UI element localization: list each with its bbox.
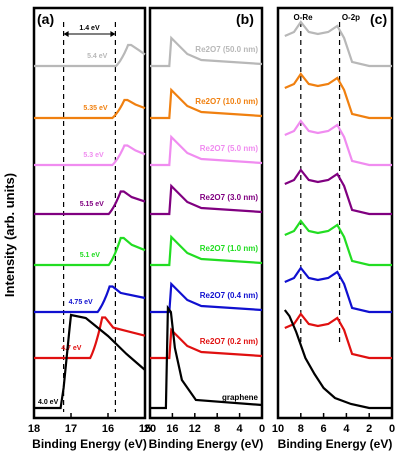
trace-label: graphene bbox=[222, 393, 259, 402]
y-axis-label: Intensity (arb. units) bbox=[2, 173, 17, 297]
spectrum-trace bbox=[150, 183, 263, 216]
trace-label: 5.35 eV bbox=[83, 105, 107, 112]
spectrum-trace bbox=[34, 190, 146, 216]
spectrum-trace bbox=[284, 119, 392, 167]
spectrum-trace bbox=[284, 20, 392, 68]
spectrum-trace bbox=[34, 144, 146, 167]
spectrum-trace bbox=[150, 87, 263, 120]
spectrum-trace bbox=[283, 309, 392, 410]
x-tick-label: 17 bbox=[65, 423, 77, 435]
x-tick-label: 0 bbox=[259, 423, 265, 435]
x-tick-label: 2 bbox=[366, 423, 372, 435]
trace-label: 5.3 eV bbox=[83, 152, 104, 159]
x-tick-label: 16 bbox=[166, 423, 178, 435]
spectrum-trace bbox=[284, 266, 392, 314]
spectrum-trace bbox=[34, 98, 146, 120]
trace-label: Re2O7 (5.0 nm) bbox=[200, 144, 259, 153]
x-tick-label: 4 bbox=[237, 423, 244, 435]
panel-a: (a) 18 17 16 15 Binding Energy (eV) 1.4 eV 5.4 … bbox=[28, 6, 151, 451]
spectrum-trace bbox=[34, 316, 146, 360]
spectrum-trace bbox=[284, 312, 392, 360]
x-tick-label: 18 bbox=[28, 423, 40, 435]
spectrum-trace bbox=[34, 43, 146, 68]
bracket-label: 1.4 eV bbox=[79, 25, 100, 32]
trace-label: 5.1 eV bbox=[80, 252, 101, 259]
annotation-o-2p: O-2p bbox=[342, 13, 360, 22]
x-axis-label: Binding Energy (eV) bbox=[149, 437, 264, 451]
x-tick-label: 15 bbox=[139, 423, 151, 435]
spectrum-trace bbox=[150, 134, 263, 167]
spectrum-trace bbox=[34, 313, 146, 410]
spectrum-trace bbox=[284, 72, 392, 120]
trace-label: Re2O7 (10.0 nm) bbox=[195, 97, 258, 106]
panel-b: (b) 20 16 12 8 4 0 Binding Energy (eV) Re2O7 (50… bbox=[144, 6, 265, 451]
x-tick-label: 10 bbox=[272, 423, 284, 435]
spectrum-trace bbox=[150, 327, 263, 360]
x-axis-label: Binding Energy (eV) bbox=[278, 437, 393, 451]
x-tick-label: 8 bbox=[298, 423, 304, 435]
trace-label: Re2O7 (0.4 nm) bbox=[200, 291, 259, 300]
spectrum-trace bbox=[284, 219, 392, 267]
spectrum-trace bbox=[284, 168, 392, 216]
panel-label: (b) bbox=[236, 11, 254, 27]
trace-label: Re2O7 (1.0 nm) bbox=[200, 244, 259, 253]
trace-label: 5.4 eV bbox=[87, 53, 108, 60]
spectrum-trace bbox=[150, 281, 263, 314]
x-tick-label: 12 bbox=[189, 423, 201, 435]
x-tick-label: 6 bbox=[321, 423, 327, 435]
x-tick-label: 16 bbox=[102, 423, 114, 435]
spectrum-trace bbox=[150, 234, 263, 267]
panel-label: (a) bbox=[37, 11, 54, 27]
spectrum-trace bbox=[150, 35, 263, 68]
trace-label: Re2O7 (0.2 nm) bbox=[200, 337, 259, 346]
spectrum-trace bbox=[150, 304, 263, 410]
x-tick-label: 20 bbox=[144, 423, 156, 435]
panel-label: (c) bbox=[370, 11, 387, 27]
trace-label: Re2O7 (3.0 nm) bbox=[200, 193, 259, 202]
spectrum-trace bbox=[34, 285, 146, 314]
trace-label: 4.7 eV bbox=[61, 345, 82, 352]
trace-label: 5.15 eV bbox=[80, 201, 104, 208]
trace-label: Re2O7 (50.0 nm) bbox=[195, 45, 258, 54]
spectrum-trace bbox=[34, 236, 146, 267]
x-tick-label: 0 bbox=[389, 423, 395, 435]
x-tick-label: 4 bbox=[343, 423, 350, 435]
trace-label: 4.0 eV bbox=[38, 399, 59, 406]
annotation-o-re: O-Re bbox=[294, 13, 314, 22]
x-axis-label: Binding Energy (eV) bbox=[32, 437, 147, 451]
panel-c: (c) 10 8 6 4 2 0 Binding Energy (eV) O-Re O-2p bbox=[272, 6, 395, 451]
x-tick-label: 8 bbox=[214, 423, 220, 435]
trace-label: 4.75 eV bbox=[69, 299, 93, 306]
